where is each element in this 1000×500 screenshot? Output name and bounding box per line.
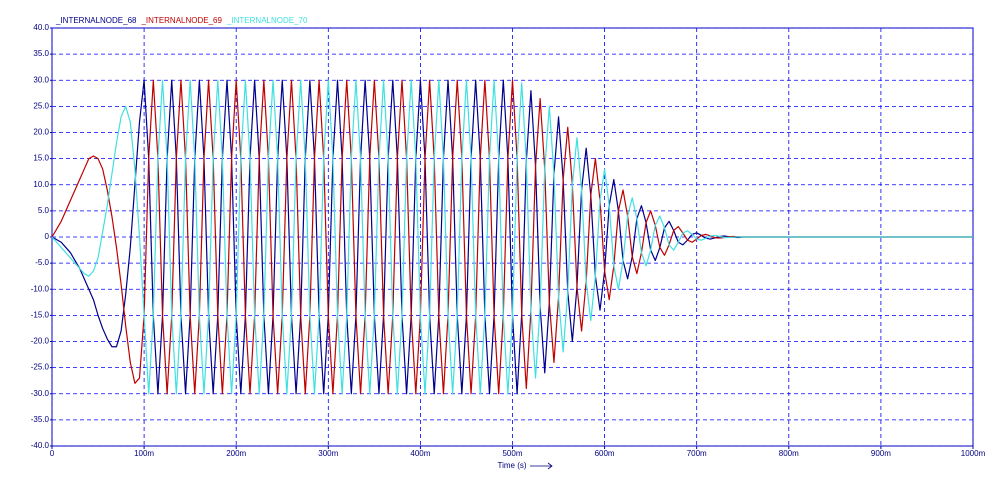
y-tick-label: 30.0 [33, 75, 49, 84]
legend-label: _INTERNALNODE_69 [140, 16, 222, 25]
y-tick-label: 10.0 [33, 180, 49, 189]
y-tick-label: -35.0 [31, 415, 50, 424]
y-tick-label: 40.0 [33, 23, 49, 32]
y-tick-label: -20.0 [31, 337, 50, 346]
x-tick-label: 900m [871, 449, 891, 458]
y-tick-label: 15.0 [33, 154, 49, 163]
x-tick-label: 500m [502, 449, 522, 458]
legend-label: _INTERNALNODE_70 [226, 16, 308, 25]
y-tick-label: -30.0 [31, 389, 50, 398]
y-tick-label: -10.0 [31, 284, 50, 293]
x-axis-label: Time (s) [497, 461, 526, 470]
x-tick-label: 200m [226, 449, 246, 458]
y-tick-label: -5.0 [35, 258, 49, 267]
x-tick-label: 300m [318, 449, 338, 458]
x-tick-label: 1000m [961, 449, 986, 458]
x-tick-label: 800m [779, 449, 799, 458]
x-tick-label: 600m [595, 449, 615, 458]
y-tick-label: -40.0 [31, 441, 50, 450]
x-tick-label: 100m [134, 449, 154, 458]
x-tick-label: 400m [410, 449, 430, 458]
x-tick-label: 0 [50, 449, 55, 458]
series-line [51, 79, 973, 395]
y-tick-label: 0 [45, 232, 50, 241]
y-tick-label: -25.0 [31, 363, 50, 372]
y-tick-label: 25.0 [33, 101, 49, 110]
y-tick-label: 20.0 [33, 128, 49, 137]
x-tick-label: 700m [687, 449, 707, 458]
x-axis-arrow [530, 462, 553, 470]
y-tick-label: 5.0 [38, 206, 50, 215]
y-tick-label: -15.0 [31, 310, 50, 319]
legend-label: _INTERNALNODE_68 [55, 16, 137, 25]
y-tick-label: 35.0 [33, 49, 49, 58]
